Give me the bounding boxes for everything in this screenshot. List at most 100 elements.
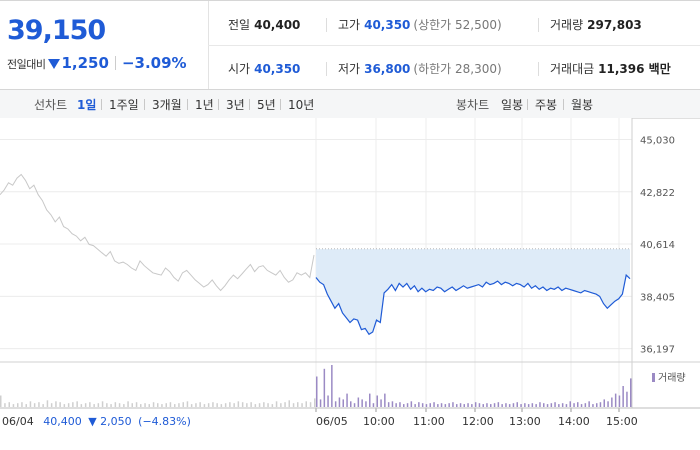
volume-bar [314,398,316,407]
stat-prev-close: 전일 40,400 [228,16,300,33]
price-box: 39,150 전일대비 1,250 −3.09% [0,1,209,89]
volume-bar [84,403,87,407]
volume-bar [384,393,386,407]
volume-bar [292,403,295,407]
volume-bar [59,402,61,407]
volume-bar [346,393,348,407]
volume-bar [543,403,545,407]
tab-1w[interactable]: 1주일 [109,98,139,112]
volume-bar [258,403,261,407]
stat-high: 고가 40,350 (상한가 52,500) [338,16,502,33]
tab-10y[interactable]: 10년 [288,98,315,112]
volume-bar [474,402,477,407]
low-label: 저가 [338,62,361,76]
volume-bar [12,404,15,407]
prev-day-info: 06/04 40,400 ▼ 2,050 (−4.83%) [2,415,191,428]
volume-bar [622,386,624,407]
tab-1d[interactable]: 1일 [77,98,97,112]
x-tick-label: 12:00 [462,415,494,428]
volume-bar [456,404,458,407]
volume-bar [319,399,322,407]
volume-bar [425,404,428,407]
volume-bar [327,395,329,407]
volume-bar [410,401,413,407]
tab-5y[interactable]: 5년 [257,98,276,112]
stat-divider [538,18,539,32]
y-tick-label: 38,405 [640,292,675,303]
volume-bar [512,403,515,407]
lower-limit: (하한가 28,300) [413,62,502,76]
volume-bar [611,397,613,407]
volume-bar [50,403,53,407]
today-price-line [315,273,631,336]
volume-bar [508,404,511,407]
y-axis-labels: 45,030 42,822 40,614 38,405 36,197 [640,135,675,355]
volume-bar [127,401,129,407]
tab-monthly[interactable]: 월봉 [571,98,594,112]
volume-bar [93,404,95,407]
volume-bar [80,404,83,407]
volume-bar [565,404,568,407]
volume-bar [505,403,507,407]
volume-bar [148,404,150,407]
tab-weekly[interactable]: 주봉 [535,98,558,112]
volume-bar [140,404,142,407]
x-tick-label: 11:00 [413,415,445,428]
volume-bar [144,403,146,407]
down-arrow-icon [48,59,61,69]
volume-bar [493,403,496,407]
volume-bar [554,402,556,407]
volume-bar [309,402,312,407]
volume-bar [38,402,40,407]
volume-bar [630,378,632,407]
volume-bar [250,402,252,407]
volume-bar [421,403,424,407]
volume-bar [467,403,469,407]
volume-bar [342,399,344,407]
volume-bar [267,403,269,407]
volume-bar [25,404,27,407]
tab-divider [280,99,281,110]
prev-day-date: 06/04 [2,415,34,428]
change-label: 전일대비 [7,58,46,71]
volume-bar [361,399,363,407]
volume-bar [580,404,583,407]
volume-bar [546,404,549,407]
volume-bar [353,403,356,407]
high-label: 고가 [338,18,361,32]
volume-bar [275,401,278,407]
amount-label: 거래대금 [550,62,595,76]
tab-1y[interactable]: 1년 [195,98,214,112]
tab-3m[interactable]: 3개월 [152,98,182,112]
volume-bar [448,403,450,407]
volume-bar [463,404,465,407]
volume-bar [433,402,435,407]
price-chart[interactable]: 45,030 42,822 40,614 38,405 36,197 06/05 10:0… [0,118,700,450]
tab-divider [187,99,188,110]
x-axis-labels: 06/05 10:00 11:00 12:00 13:00 14:00 15:00 [316,415,638,428]
x-tick-label: 13:00 [509,415,541,428]
volume-bar [114,402,117,407]
prev-day-change: 2,050 [100,415,132,428]
volume-bar [233,403,235,407]
tab-divider [563,99,564,110]
tab-daily[interactable]: 일봉 [501,98,524,112]
volume-bar [182,402,184,407]
volume-bar [391,401,394,407]
volume-bar [444,404,447,407]
prev-close-value: 40,400 [254,18,301,32]
volume-bar [212,402,214,407]
change-row: 전일대비 1,250 −3.09% [7,54,187,72]
volume-bar [399,402,401,407]
volume-bar [229,402,231,407]
volume-bar [55,401,57,407]
volume-bar [246,403,248,407]
tab-3y[interactable]: 3년 [226,98,245,112]
summary-row-divider [208,45,700,46]
volume-bar [280,403,282,407]
volume-bar [539,402,541,407]
volume-bar [334,401,337,407]
volume-bar [316,376,318,407]
volume-bar [195,403,197,407]
volume-bar [376,395,378,407]
